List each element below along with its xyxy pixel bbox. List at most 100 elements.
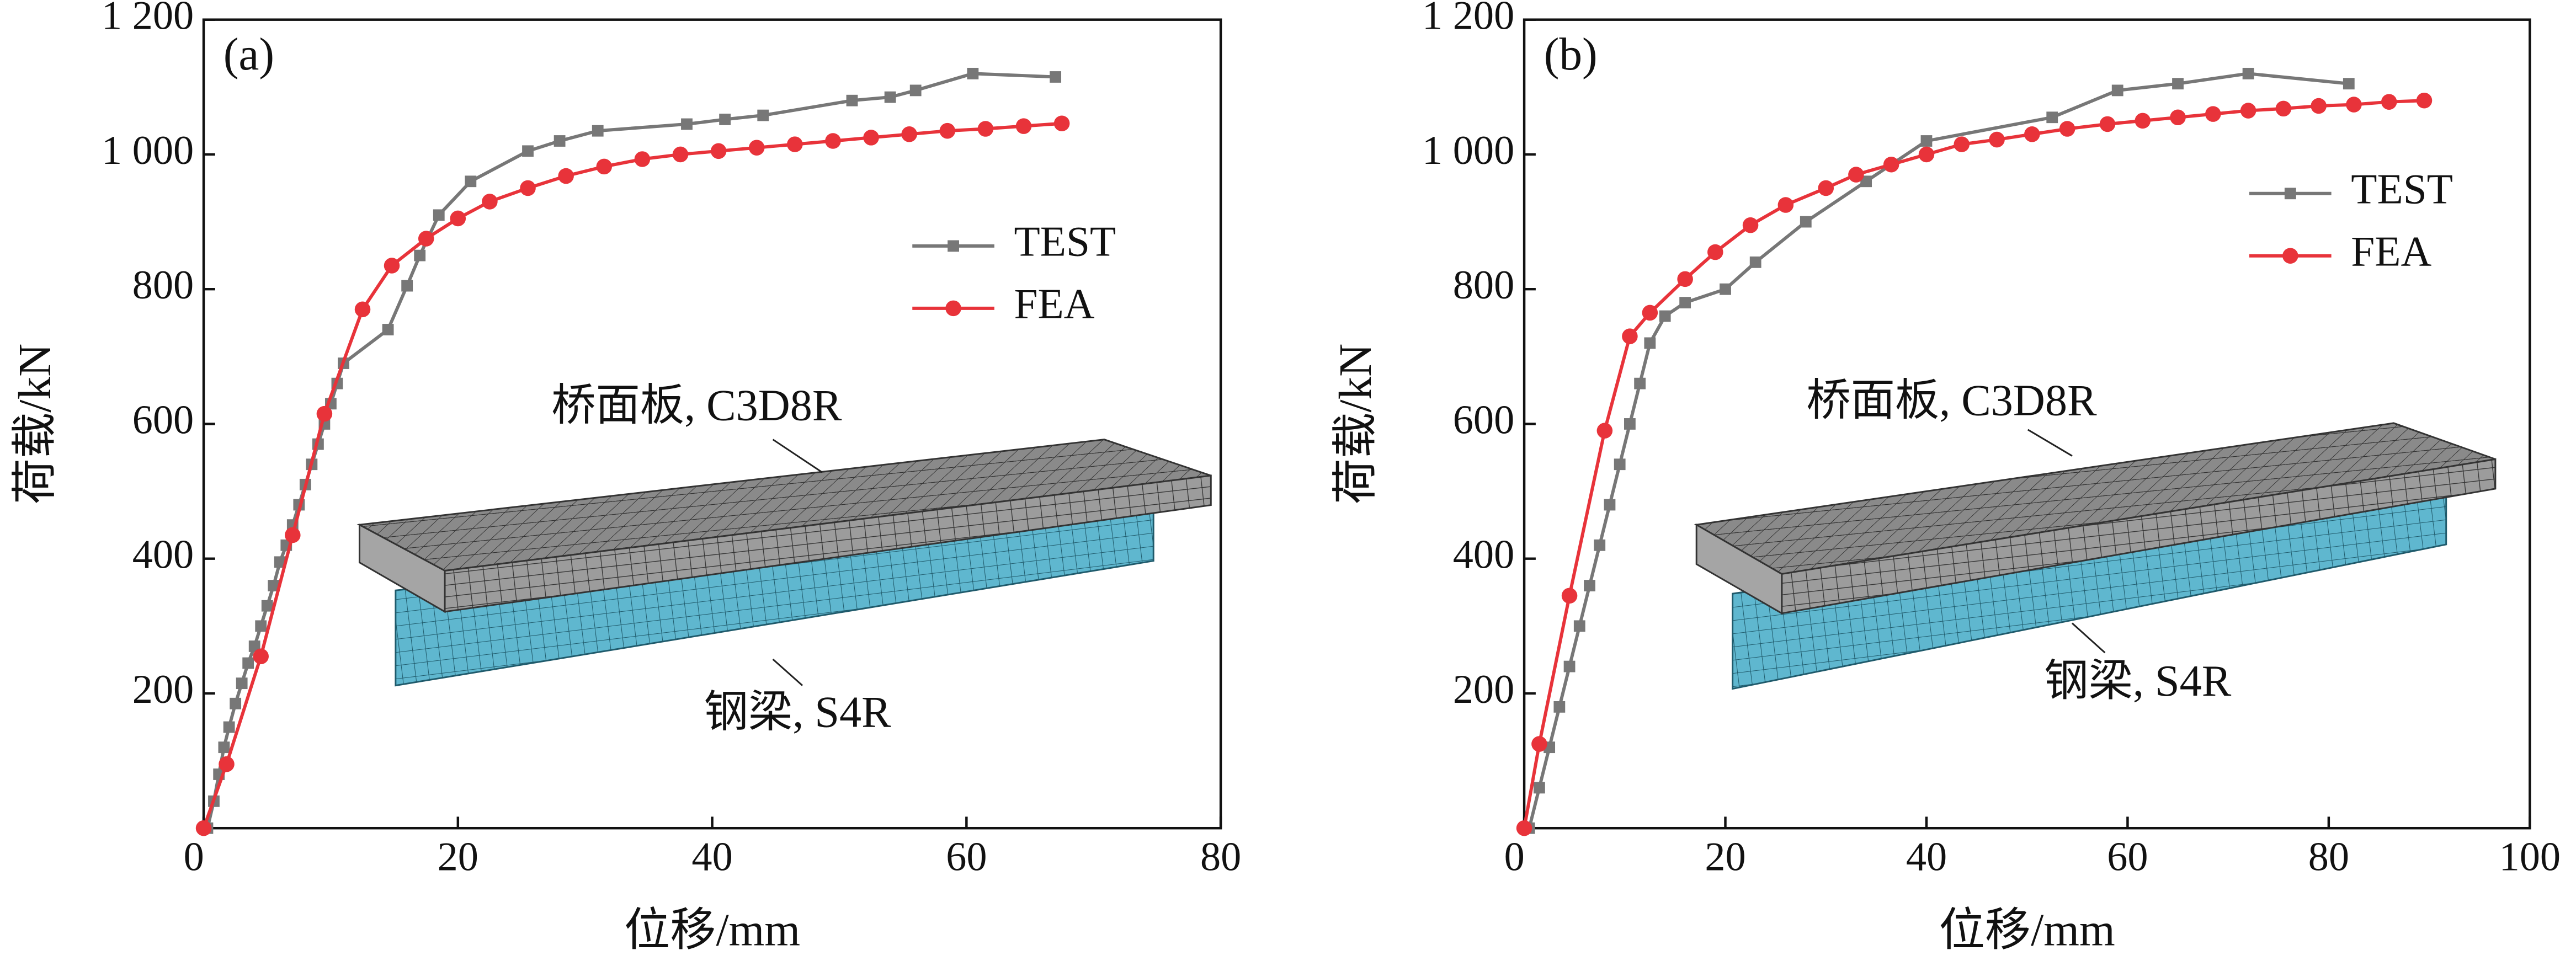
annotation: 钢梁, S4R xyxy=(2044,656,2231,706)
y-tick-label: 600 xyxy=(132,397,194,442)
marker xyxy=(1634,377,1646,389)
marker xyxy=(825,133,841,149)
marker xyxy=(2172,78,2184,90)
marker xyxy=(1533,782,1545,794)
marker xyxy=(681,118,693,130)
series-line xyxy=(206,72,1056,829)
marker xyxy=(1720,283,1731,295)
marker xyxy=(1573,620,1585,632)
marker xyxy=(1860,175,1872,188)
marker xyxy=(863,130,879,146)
x-tick-label: 40 xyxy=(691,835,732,880)
marker xyxy=(884,91,896,103)
marker xyxy=(1614,458,1626,471)
y-tick-label: 1 000 xyxy=(1422,128,1514,173)
marker xyxy=(1800,216,1812,228)
marker xyxy=(1679,297,1691,309)
marker xyxy=(2024,126,2040,142)
marker xyxy=(846,94,858,106)
series-line xyxy=(1523,99,2425,829)
y-tick-label: 400 xyxy=(132,532,194,578)
marker xyxy=(316,405,333,422)
marker xyxy=(218,741,230,754)
marker xyxy=(255,620,267,632)
marker xyxy=(1594,539,1606,551)
panel-label: (a) xyxy=(223,29,274,80)
legend-label: TEST xyxy=(2351,165,2453,213)
annotation-arrow xyxy=(2027,429,2073,457)
annotation-arrow xyxy=(772,439,823,473)
marker xyxy=(553,135,566,147)
marker xyxy=(1883,156,1899,173)
marker xyxy=(433,209,445,221)
x-tick-label: 20 xyxy=(1705,835,1745,880)
marker xyxy=(401,280,413,292)
marker xyxy=(1989,131,2005,148)
marker xyxy=(242,657,254,669)
marker xyxy=(2046,111,2058,124)
legend-marker xyxy=(948,240,959,252)
x-tick-label: 20 xyxy=(438,835,478,880)
marker xyxy=(1777,197,1794,213)
marker xyxy=(236,677,248,690)
marker xyxy=(2135,113,2151,129)
marker xyxy=(520,180,536,196)
legend-label: TEST xyxy=(1014,218,1116,265)
marker xyxy=(1918,146,1935,163)
marker xyxy=(2381,94,2397,110)
marker xyxy=(2275,100,2292,117)
marker xyxy=(558,168,574,184)
marker xyxy=(1659,310,1671,322)
marker xyxy=(285,527,301,543)
marker xyxy=(1624,418,1636,430)
marker xyxy=(748,140,765,156)
marker xyxy=(1015,118,1032,134)
marker xyxy=(2346,97,2362,113)
marker xyxy=(2205,106,2221,122)
marker xyxy=(1050,71,1062,83)
legend-label: FEA xyxy=(2351,227,2431,275)
marker xyxy=(2099,116,2116,132)
legend-marker xyxy=(945,300,961,317)
marker xyxy=(1677,271,1693,287)
x-tick-label: 0 xyxy=(1504,835,1525,880)
marker xyxy=(1584,580,1595,591)
marker xyxy=(909,84,922,97)
y-tick-label: 200 xyxy=(1453,667,1514,712)
x-tick-label: 40 xyxy=(1906,835,1947,880)
marker xyxy=(634,151,651,167)
marker xyxy=(450,210,466,227)
marker xyxy=(354,301,371,318)
marker xyxy=(2111,84,2123,97)
y-axis-label: 荷载/kN xyxy=(1330,344,1381,504)
x-tick-label: 60 xyxy=(2107,835,2148,880)
panel-label: (b) xyxy=(1544,29,1598,80)
x-tick-label: 60 xyxy=(946,835,987,880)
marker xyxy=(1742,217,1759,233)
legend-label: FEA xyxy=(1014,280,1095,328)
marker xyxy=(261,600,273,612)
marker xyxy=(223,721,235,733)
marker xyxy=(2059,121,2075,137)
y-tick-label: 400 xyxy=(1453,532,1514,578)
marker xyxy=(1563,660,1576,672)
marker xyxy=(1920,135,1933,147)
marker xyxy=(1644,337,1656,349)
x-tick-label: 80 xyxy=(2308,835,2349,880)
marker xyxy=(2240,103,2256,119)
marker xyxy=(2416,92,2433,109)
model-illustration xyxy=(1694,422,2497,690)
marker xyxy=(967,67,979,79)
marker xyxy=(1561,588,1578,604)
marker xyxy=(1596,423,1613,439)
marker xyxy=(465,175,477,188)
y-axis-label: 荷载/kN xyxy=(10,344,61,504)
marker xyxy=(384,258,400,274)
marker xyxy=(757,109,769,121)
marker xyxy=(219,756,235,772)
marker xyxy=(1818,180,1834,196)
marker xyxy=(1531,736,1547,752)
y-tick-label: 800 xyxy=(1453,263,1514,308)
